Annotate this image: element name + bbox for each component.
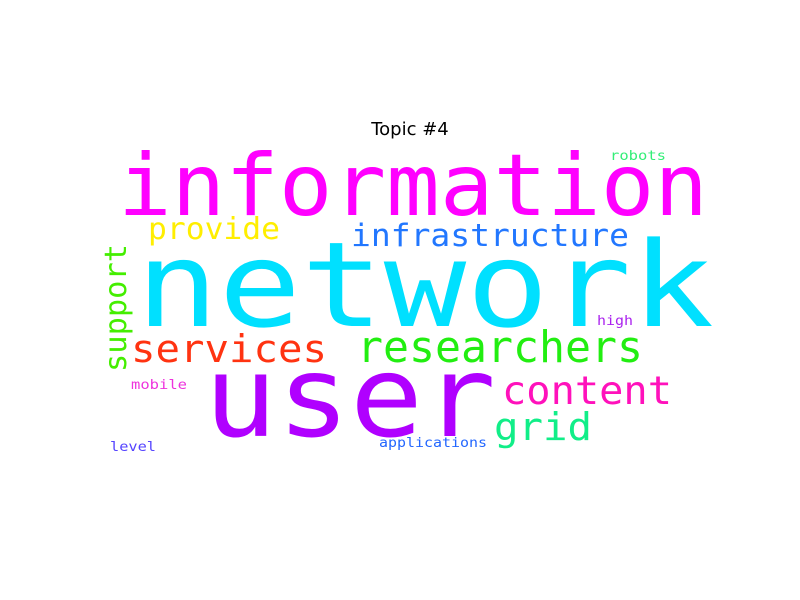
word-mobile: mobile	[131, 378, 187, 393]
word-grid: grid	[494, 405, 592, 449]
word-high: high	[597, 314, 633, 329]
word-services: services	[131, 327, 327, 371]
word-network: network	[136, 216, 714, 354]
word-user: user	[204, 333, 496, 463]
word-robots: robots	[610, 149, 666, 164]
word-applications: applications	[379, 436, 487, 451]
word-infrastructure: infrastructure	[351, 218, 629, 254]
word-researchers: researchers	[357, 322, 643, 373]
figure-title: Topic #4	[371, 119, 449, 140]
word-level: level	[110, 440, 156, 455]
word-information: information	[118, 136, 708, 236]
word-content: content	[502, 369, 672, 414]
word-support: support	[99, 244, 134, 372]
word-provide: provide	[148, 212, 280, 247]
